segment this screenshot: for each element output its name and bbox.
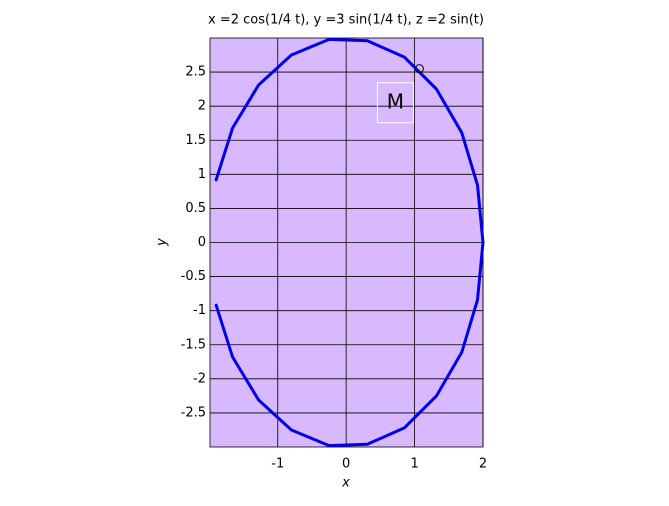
y-tick-label: 1: [198, 167, 206, 182]
y-tick-label: -1.5: [181, 337, 206, 352]
y-tick-label: 0: [198, 235, 206, 250]
y-tick-label: -0.5: [181, 269, 206, 284]
annotation-text: M: [387, 89, 404, 113]
y-tick-label: 0.5: [185, 201, 206, 216]
y-tick-label: 2.5: [185, 65, 206, 80]
y-tick-label: -2: [193, 371, 206, 386]
chart-title: x =2 cos(1/4 t), y =3 sin(1/4 t), z =2 s…: [208, 13, 484, 28]
curve: [214, 37, 485, 448]
x-axis-label: x: [341, 476, 350, 491]
point-marker: [414, 64, 424, 74]
x-tick-label: 1: [410, 457, 418, 472]
annotation-box: [376, 82, 414, 124]
y-axis-label: y: [155, 238, 170, 247]
y-tick-label: 2: [198, 99, 206, 114]
x-tick-label: 0: [342, 457, 350, 472]
y-tick-label: 1.5: [185, 133, 206, 148]
y-tick-label: -2.5: [181, 405, 206, 420]
y-tick-label: -1: [193, 303, 206, 318]
x-tick-label: -1: [271, 457, 284, 472]
x-tick-label: 2: [479, 457, 487, 472]
